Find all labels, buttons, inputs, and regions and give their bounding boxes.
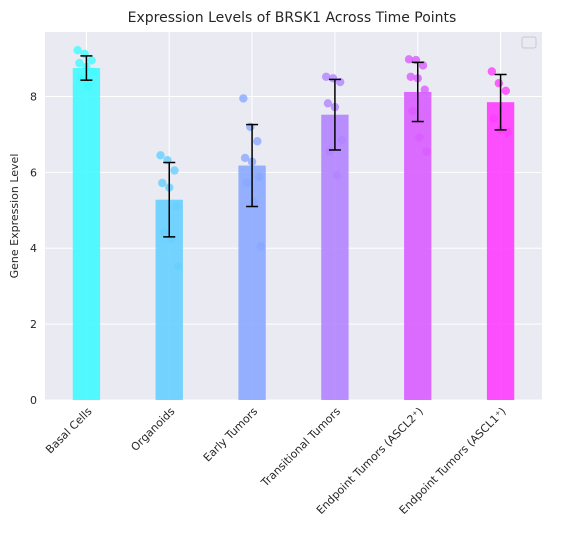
data-point [172, 202, 181, 211]
x-tick-labels: Basal Cells Organoids Early TumorsTransiti… [43, 405, 509, 517]
data-point [337, 135, 347, 145]
data-point [404, 55, 414, 64]
data-point [408, 106, 417, 116]
data-point [406, 72, 415, 81]
data-point [80, 49, 89, 59]
data-point [501, 86, 511, 96]
data-point [418, 61, 428, 70]
data-point [253, 137, 262, 146]
y-tick-label: 2 [30, 318, 37, 331]
data-point [332, 171, 341, 180]
error-bars [80, 55, 507, 238]
x-tick-label: Transitional Tumors [258, 405, 343, 490]
data-point [89, 67, 98, 77]
y-tick-label: 8 [30, 90, 37, 103]
data-point [73, 46, 82, 55]
data-point [156, 151, 165, 160]
data-point [158, 178, 167, 188]
chart-title: Expression Levels of BRSK1 Across Time P… [128, 10, 457, 26]
data-point [489, 114, 498, 123]
data-point [83, 81, 93, 91]
data-point [240, 153, 250, 163]
data-point [325, 147, 334, 156]
x-tick-label: Organoids [128, 405, 177, 454]
data-point [76, 74, 86, 83]
y-axis-title: Gene Expression Level [8, 154, 21, 279]
data-point [166, 234, 176, 243]
data-point [487, 67, 497, 76]
y-tick-label: 6 [30, 166, 37, 179]
bars [72, 68, 515, 401]
data-point [254, 172, 264, 182]
data-point [173, 262, 183, 271]
data-point [422, 147, 431, 156]
y-tick-labels: 0 2 4 6 8 [30, 90, 37, 407]
data-point [323, 99, 333, 108]
data-point [256, 242, 266, 251]
plot-area [45, 32, 542, 400]
bar [404, 91, 432, 401]
bar [486, 102, 515, 400]
error-bar [411, 61, 424, 123]
data-point [242, 178, 252, 188]
legend-box [521, 36, 537, 49]
data-point [87, 56, 96, 65]
data-point [170, 166, 179, 175]
data-point [420, 85, 429, 94]
data-point [249, 197, 259, 207]
x-tick-label: Basal Cells [43, 405, 95, 457]
bar [72, 68, 101, 401]
error-bar [163, 161, 176, 238]
error-bar [328, 78, 341, 151]
data-point [494, 79, 504, 88]
data-point [415, 133, 424, 142]
bar [321, 114, 349, 401]
data-point [159, 228, 169, 237]
data-point [321, 72, 331, 81]
data-point [239, 94, 248, 103]
y-tick-label: 4 [30, 242, 37, 255]
error-bar [80, 55, 93, 81]
error-bar [246, 123, 259, 208]
error-bar [494, 73, 507, 131]
data-point [75, 58, 84, 68]
y-tick-label: 0 [30, 394, 37, 407]
x-tick-label: Early Tumors [201, 405, 261, 465]
